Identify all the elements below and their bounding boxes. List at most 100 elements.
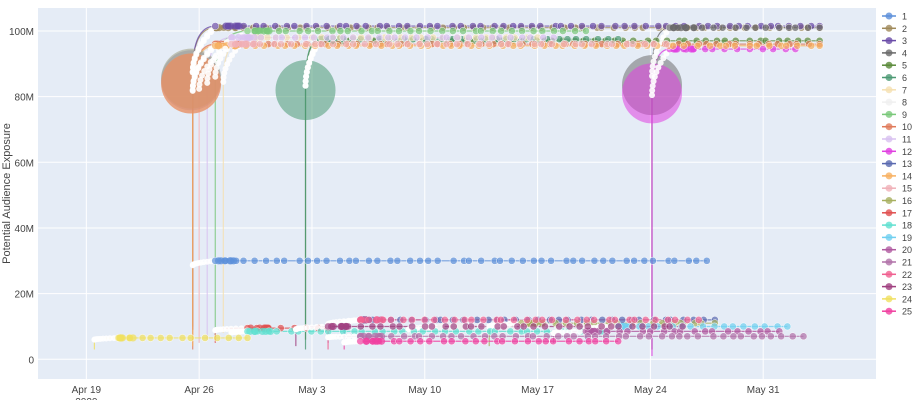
series-14-point[interactable]	[782, 41, 791, 50]
series-9-point[interactable]	[281, 27, 290, 35]
series-6-rise-point[interactable]	[306, 59, 313, 66]
series-15-point[interactable]	[329, 40, 337, 48]
series-9-point[interactable]	[507, 27, 516, 35]
series-3-point[interactable]	[589, 22, 597, 30]
series-7-rise-point[interactable]	[220, 74, 227, 81]
series-22-point[interactable]	[538, 316, 547, 324]
series-23-rise-point[interactable]	[313, 324, 320, 331]
series-21-point[interactable]	[529, 332, 537, 341]
series-19-point[interactable]	[728, 322, 737, 331]
series-11-point[interactable]	[549, 33, 558, 42]
series-3-rise-point[interactable]	[190, 59, 197, 66]
series-12-rise-point[interactable]	[657, 59, 664, 66]
series-9-point[interactable]	[497, 27, 506, 35]
series-14-rise-point[interactable]	[204, 51, 211, 58]
series-4-rise-point[interactable]	[649, 63, 656, 70]
series-23-rise-point[interactable]	[318, 323, 325, 330]
series-12-point[interactable]	[758, 45, 767, 53]
series-1-point[interactable]	[529, 256, 538, 265]
series-21-point[interactable]	[766, 332, 775, 341]
series-22-point[interactable]	[441, 316, 449, 324]
series-23-point[interactable]	[638, 322, 647, 331]
series-1-point[interactable]	[250, 256, 259, 265]
series-25-point[interactable]	[602, 337, 611, 346]
series-1-point[interactable]	[214, 257, 223, 265]
legend-item-18[interactable]: 18	[882, 221, 912, 231]
series-1-point[interactable]	[562, 256, 571, 265]
series-9-point[interactable]	[343, 27, 352, 35]
legend-item-5[interactable]: 5	[882, 61, 907, 71]
series-21-point[interactable]	[694, 332, 702, 341]
series-9-point[interactable]	[336, 27, 345, 35]
series-9-point[interactable]	[406, 27, 415, 35]
legend-item-7[interactable]: 7	[882, 85, 907, 95]
series-15-point[interactable]	[256, 40, 264, 48]
series-15-rise-point[interactable]	[201, 68, 208, 75]
series-4-point[interactable]	[761, 23, 770, 32]
series-11-point[interactable]	[539, 33, 548, 42]
series-14-point[interactable]	[669, 41, 677, 50]
series-4-point[interactable]	[804, 23, 812, 32]
series-1-point[interactable]	[449, 256, 458, 265]
series-21-rise-point[interactable]	[336, 333, 343, 340]
series-1-point[interactable]	[464, 256, 473, 265]
series-19-point[interactable]	[783, 322, 792, 331]
series-24-point[interactable]	[129, 334, 137, 342]
series-9-point[interactable]	[459, 27, 467, 35]
series-9-point[interactable]	[373, 27, 382, 35]
series-14-point[interactable]	[706, 41, 714, 50]
series-15-rise-point[interactable]	[204, 63, 211, 70]
series-21-point[interactable]	[758, 332, 766, 341]
legend-item-9[interactable]: 9	[882, 110, 907, 120]
series-11-point[interactable]	[390, 33, 399, 42]
series-9-point[interactable]	[448, 27, 457, 35]
series-14-rise-point[interactable]	[200, 56, 207, 63]
series-9-point[interactable]	[518, 27, 526, 35]
series-23-point[interactable]	[356, 322, 365, 331]
series-15-point[interactable]	[385, 40, 394, 48]
series-11-point[interactable]	[364, 33, 372, 42]
series-1-point[interactable]	[477, 256, 485, 265]
series-9-point[interactable]	[295, 27, 304, 35]
series-22-point[interactable]	[467, 316, 476, 324]
series-22-point[interactable]	[694, 316, 703, 324]
series-9-point[interactable]	[426, 27, 435, 35]
series-22-point[interactable]	[378, 316, 386, 324]
series-25-point[interactable]	[362, 337, 370, 345]
series-15-point[interactable]	[302, 40, 310, 48]
series-14-rise-point[interactable]	[190, 78, 197, 85]
series-25-point[interactable]	[406, 337, 415, 346]
series-15-point[interactable]	[587, 40, 596, 48]
series-23-point[interactable]	[428, 322, 436, 331]
series-13-point[interactable]	[598, 316, 607, 324]
series-11-point[interactable]	[412, 33, 421, 42]
series-22-point[interactable]	[399, 316, 408, 324]
series-9-point[interactable]	[415, 27, 423, 35]
series-23-point[interactable]	[583, 322, 592, 331]
series-9-rise-point[interactable]	[212, 73, 219, 80]
series-23-point[interactable]	[628, 322, 637, 331]
series-25-point[interactable]	[549, 337, 558, 346]
series-14-rise-point[interactable]	[193, 69, 200, 76]
legend[interactable]: 1234567891011121314151617181920212223242…	[882, 12, 912, 317]
series-4-point[interactable]	[698, 23, 707, 32]
series-20-point[interactable]	[744, 327, 753, 336]
series-21-point[interactable]	[644, 332, 653, 341]
series-1-point[interactable]	[578, 256, 587, 265]
series-23-point[interactable]	[575, 322, 584, 331]
series-15-point[interactable]	[372, 40, 380, 48]
series-1-point[interactable]	[393, 256, 402, 265]
series-21-point[interactable]	[569, 332, 578, 341]
series-11-point[interactable]	[244, 33, 252, 42]
series-15-rise-point[interactable]	[196, 81, 203, 88]
series-9-point[interactable]	[488, 27, 497, 35]
series-15-point[interactable]	[548, 40, 556, 48]
series-25-point[interactable]	[524, 337, 532, 346]
legend-item-21[interactable]: 21	[882, 258, 912, 268]
series-22-point[interactable]	[562, 316, 570, 324]
legend-item-6[interactable]: 6	[882, 73, 907, 83]
series-15-rise-point[interactable]	[199, 72, 206, 79]
series-21-rise-point[interactable]	[340, 333, 347, 340]
series-3-point[interactable]	[222, 22, 230, 30]
series-1-point[interactable]	[365, 256, 373, 265]
